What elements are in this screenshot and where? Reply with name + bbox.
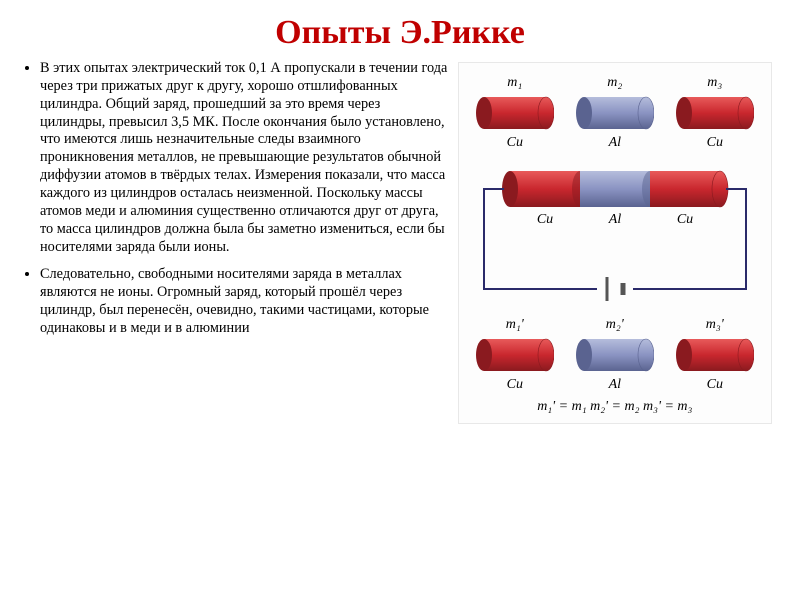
paragraph-2: Следовательно, свободными носителями зар…	[40, 266, 448, 337]
cylinder-cu-icon	[676, 93, 754, 133]
circuit-diagram: Cu Al Cu	[470, 161, 760, 311]
cylinder-row-bottom: m₁' Cu m₂'	[465, 317, 765, 393]
material-label: Al	[609, 135, 621, 151]
cylinder-cu-icon	[476, 335, 554, 375]
mass-label: m₃	[707, 75, 722, 91]
cylinder-al-icon	[576, 335, 654, 375]
svg-text:Al: Al	[608, 212, 622, 227]
cylinder-al-icon	[576, 93, 654, 133]
page-title: Опыты Э.Рикке	[0, 0, 800, 60]
material-label: Cu	[707, 377, 723, 393]
mass-label: m₂'	[606, 317, 624, 333]
mass-label: m₃'	[706, 317, 724, 333]
main-content: В этих опытах электрический ток 0,1 А пр…	[0, 60, 800, 424]
mass-label: m₂	[607, 75, 622, 91]
diagram-column: m₁ Cu m₂	[448, 60, 782, 424]
mass-equation: m₁' = m₁ m₂' = m₂ m₃' = m₃	[465, 399, 765, 415]
material-label: Cu	[507, 135, 523, 151]
cylinder-cu-icon	[676, 335, 754, 375]
mass-label: m₁'	[506, 317, 524, 333]
svg-text:Cu: Cu	[537, 212, 553, 227]
cylinder-cu-icon	[476, 93, 554, 133]
diagram-panel: m₁ Cu m₂	[458, 62, 772, 424]
paragraph-1: В этих опытах электрический ток 0,1 А пр…	[40, 60, 448, 256]
material-label: Al	[609, 377, 621, 393]
material-label: Cu	[707, 135, 723, 151]
text-column: В этих опытах электрический ток 0,1 А пр…	[22, 60, 448, 424]
svg-text:Cu: Cu	[677, 212, 693, 227]
cylinder-row-top: m₁ Cu m₂	[465, 75, 765, 151]
material-label: Cu	[507, 377, 523, 393]
mass-label: m₁	[507, 75, 522, 91]
